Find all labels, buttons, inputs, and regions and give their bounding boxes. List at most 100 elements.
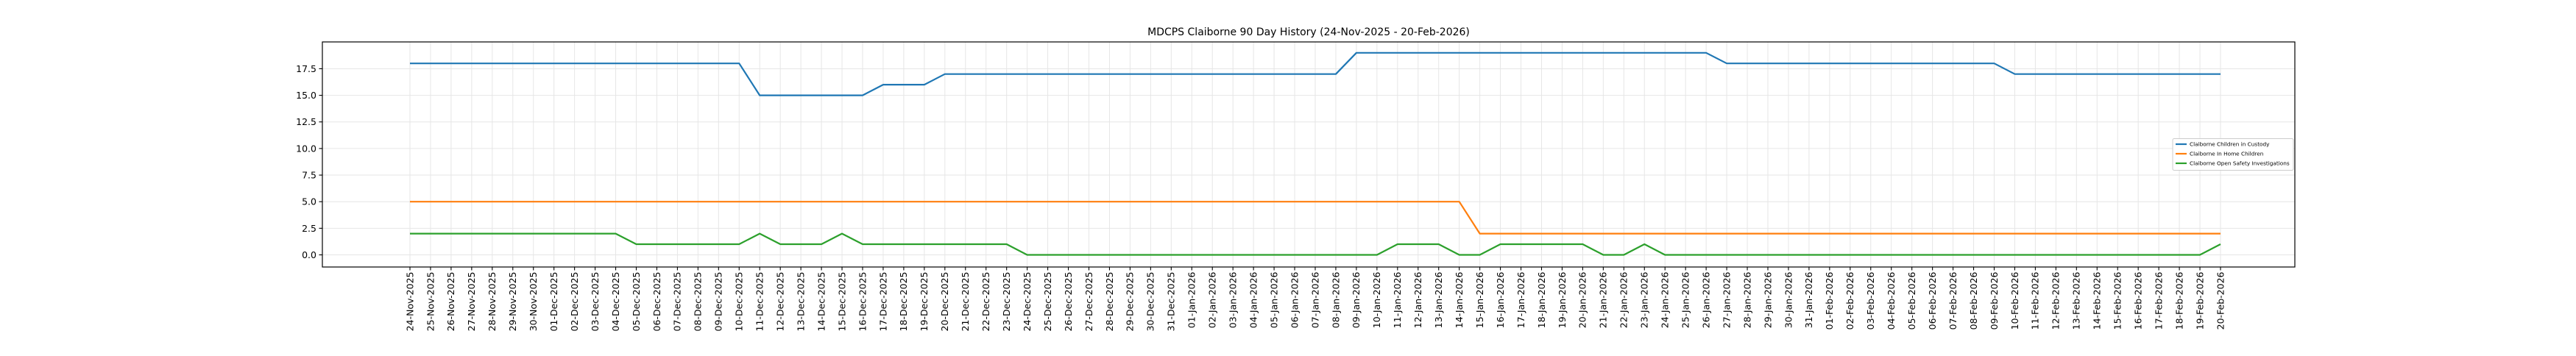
x-tick-label: 25-Dec-2025 (1042, 272, 1053, 332)
x-tick-label: 16-Feb-2026 (2132, 271, 2143, 330)
x-tick-label: 31-Jan-2026 (1803, 271, 1814, 328)
x-tick-label: 16-Dec-2025 (857, 272, 868, 332)
x-tick-label: 09-Dec-2025 (713, 271, 724, 331)
x-tick-label: 15-Feb-2026 (2112, 271, 2123, 330)
x-tick-label: 09-Jan-2026 (1351, 271, 1362, 328)
x-tick-label: 19-Jan-2026 (1557, 271, 1568, 328)
x-tick-label: 10-Feb-2026 (2009, 271, 2020, 330)
x-tick-label: 10-Dec-2025 (734, 272, 745, 332)
x-tick-label: 24-Nov-2025 (404, 272, 415, 332)
x-tick-label: 12-Dec-2025 (774, 272, 785, 332)
x-tick-label: 27-Jan-2026 (1721, 271, 1732, 328)
gridlines (322, 42, 2295, 267)
y-tick-label: 10.0 (296, 143, 316, 154)
x-tick-label: 28-Dec-2025 (1104, 272, 1115, 332)
x-tick-label: 02-Feb-2026 (1844, 271, 1855, 330)
x-tick-label: 08-Dec-2025 (693, 272, 704, 332)
legend-label-claiborne-in-home-children: Claiborne In Home Children (2190, 151, 2263, 157)
x-tick-label: 04-Dec-2025 (610, 272, 621, 332)
legend: Claiborne Children in Custody Claiborne I… (2172, 138, 2294, 171)
x-tick-label: 30-Nov-2025 (528, 272, 539, 332)
x-tick-label: 14-Dec-2025 (815, 272, 827, 332)
x-tick-label: 29-Nov-2025 (507, 272, 518, 332)
x-tick-label: 21-Dec-2025 (960, 272, 971, 332)
x-tick-label: 10-Jan-2026 (1371, 271, 1382, 328)
x-tick-label: 04-Feb-2026 (1886, 271, 1897, 330)
x-tick-label: 03-Feb-2026 (1865, 271, 1876, 330)
x-tick-label: 17-Feb-2026 (2153, 271, 2164, 330)
x-tick-label: 05-Jan-2026 (1268, 271, 1279, 328)
x-tick-label: 14-Jan-2026 (1454, 271, 1465, 328)
series-line-claiborne-in-home-children (410, 201, 2221, 235)
x-tick-label: 22-Dec-2025 (980, 272, 991, 332)
x-tick-label: 25-Nov-2025 (425, 272, 436, 332)
x-tick-label: 15-Jan-2026 (1474, 271, 1485, 328)
axis-ticks-and-labels: 24-Nov-2025 25-Nov-2025 26-Nov-2025 27-Nov-… (296, 63, 2226, 332)
x-tick-label: 05-Dec-2025 (631, 272, 642, 332)
x-tick-label: 06-Jan-2026 (1289, 271, 1300, 328)
y-tick-label: 7.5 (302, 169, 316, 180)
x-tick-label: 27-Dec-2025 (1083, 272, 1094, 332)
x-tick-label: 19-Feb-2026 (2194, 271, 2205, 330)
x-tick-label: 03-Dec-2025 (590, 272, 601, 332)
x-tick-label: 26-Nov-2025 (445, 272, 456, 332)
x-tick-label: 20-Dec-2025 (939, 272, 950, 332)
x-tick-label: 26-Jan-2026 (1700, 271, 1711, 328)
x-tick-label: 17-Dec-2025 (877, 272, 888, 332)
y-tick-label: 5.0 (302, 196, 316, 207)
legend-label-claiborne-children-in-custody: Claiborne Children in Custody (2190, 141, 2270, 148)
x-tick-label: 05-Feb-2026 (1906, 271, 1917, 330)
x-tick-label: 01-Dec-2025 (548, 272, 559, 332)
x-tick-label: 17-Jan-2026 (1515, 271, 1526, 328)
x-tick-label: 30-Dec-2025 (1145, 272, 1156, 332)
x-tick-label: 27-Nov-2025 (466, 272, 477, 332)
x-tick-label: 21-Jan-2026 (1598, 271, 1609, 328)
x-tick-label: 11-Dec-2025 (754, 272, 765, 332)
x-tick-label: 08-Jan-2026 (1330, 271, 1341, 328)
x-tick-label: 07-Jan-2026 (1309, 271, 1320, 328)
plot-frame (322, 41, 2296, 268)
x-tick-label: 07-Feb-2026 (1947, 271, 1958, 330)
x-tick-label: 23-Dec-2025 (1001, 272, 1012, 332)
x-tick-label: 18-Feb-2026 (2173, 271, 2184, 330)
x-tick-label: 30-Jan-2026 (1783, 271, 1794, 328)
x-tick-label: 08-Feb-2026 (1968, 271, 1979, 330)
legend-box (2172, 138, 2294, 171)
x-tick-label: 23-Jan-2026 (1639, 271, 1650, 328)
y-tick-label: 0.0 (302, 249, 316, 260)
x-tick-label: 14-Feb-2026 (2092, 271, 2103, 330)
x-tick-label: 12-Feb-2026 (2050, 271, 2062, 330)
x-tick-label: 19-Dec-2025 (919, 272, 930, 332)
series-line-claiborne-open-safety-investigations (410, 232, 2221, 256)
x-tick-label: 06-Dec-2025 (651, 272, 662, 332)
x-tick-label: 11-Jan-2026 (1392, 271, 1403, 328)
x-tick-label: 07-Dec-2025 (672, 272, 683, 332)
x-tick-label: 18-Dec-2025 (898, 272, 909, 332)
x-tick-label: 03-Jan-2026 (1227, 271, 1238, 328)
x-tick-label: 12-Jan-2026 (1412, 271, 1423, 328)
x-tick-label: 20-Jan-2026 (1577, 271, 1588, 328)
x-tick-label: 13-Feb-2026 (2071, 271, 2082, 330)
x-tick-label: 25-Jan-2026 (1680, 271, 1691, 328)
x-tick-label: 31-Dec-2025 (1166, 272, 1177, 332)
series-line-claiborne-children-in-custody (410, 51, 2221, 96)
series-lines (410, 51, 2221, 256)
x-tick-label: 24-Jan-2026 (1660, 271, 1671, 328)
x-tick-label: 02-Dec-2025 (569, 272, 580, 332)
x-tick-label: 24-Dec-2025 (1022, 272, 1033, 332)
chart-title: MDCPS Claiborne 90 Day History (24-Nov-2… (1147, 26, 1470, 38)
x-tick-label: 28-Jan-2026 (1741, 271, 1752, 328)
x-tick-label: 29-Dec-2025 (1125, 272, 1136, 332)
x-tick-label: 18-Jan-2026 (1536, 271, 1547, 328)
x-tick-label: 13-Jan-2026 (1433, 271, 1444, 328)
x-tick-label: 02-Jan-2026 (1207, 271, 1218, 328)
x-tick-label: 26-Dec-2025 (1063, 272, 1074, 332)
y-tick-label: 15.0 (296, 90, 316, 101)
x-tick-label: 28-Nov-2025 (486, 272, 498, 332)
x-tick-label: 01-Jan-2026 (1186, 271, 1197, 328)
x-tick-label: 06-Feb-2026 (1927, 271, 1938, 330)
x-tick-label: 11-Feb-2026 (2030, 271, 2041, 330)
x-tick-label: 13-Dec-2025 (795, 272, 806, 332)
